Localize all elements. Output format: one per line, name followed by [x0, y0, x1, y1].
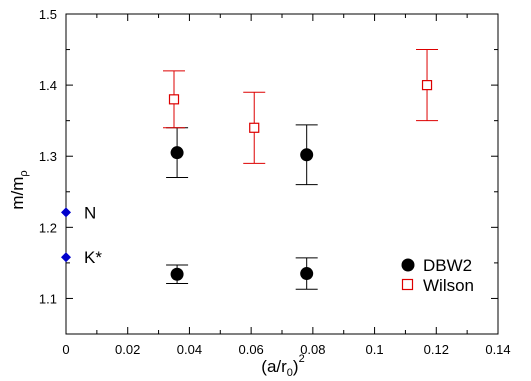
data-point-dbw2 [170, 146, 184, 160]
x-tick-label: 0 [62, 342, 69, 357]
data-point-dbw2 [300, 267, 314, 281]
axis-ticks [65, 13, 499, 335]
y-tick-label: 1.3 [39, 149, 57, 164]
x-tick-label: 0.14 [485, 342, 510, 357]
legend: DBW2 Wilson [401, 256, 474, 295]
experimental-marks: N K* [61, 203, 102, 267]
y-tick-label: 1.1 [39, 291, 57, 306]
experimental-label: N [84, 203, 96, 222]
data-point-wilson [249, 122, 260, 133]
x-tick-label: 0.06 [238, 342, 263, 357]
experimental-point [61, 252, 71, 263]
y-tick-label: 1.2 [39, 220, 57, 235]
x-tick-label: 0.02 [115, 342, 140, 357]
experimental-point [61, 207, 71, 218]
data-point-dbw2 [300, 148, 314, 162]
legend-wilson-label: Wilson [423, 276, 474, 295]
data-marks [163, 49, 439, 290]
x-tick-label: 0.12 [424, 342, 449, 357]
experimental-label: K* [84, 248, 102, 267]
y-tick-label: 1.5 [39, 7, 57, 22]
x-tick-label: 0.08 [300, 342, 325, 357]
data-point-wilson [421, 80, 433, 91]
legend-wilson-marker [401, 278, 414, 291]
y-axis-label: m/mρ [8, 170, 30, 209]
legend-dbw2-label: DBW2 [423, 256, 472, 275]
data-point-dbw2 [170, 267, 184, 281]
x-tick-label: 0.04 [177, 342, 202, 357]
data-point-wilson [168, 94, 180, 105]
x-axis-label: (a/r0)2 [261, 353, 304, 379]
y-tick-label: 1.4 [39, 78, 57, 93]
x-tick-label: 0.1 [366, 342, 384, 357]
axis-tick-labels: 0 0.02 0.04 0.06 0.08 0.1 0.12 0.14 1.1 1.2 1.3 1.4… [39, 7, 511, 357]
legend-dbw2-marker [401, 258, 415, 272]
